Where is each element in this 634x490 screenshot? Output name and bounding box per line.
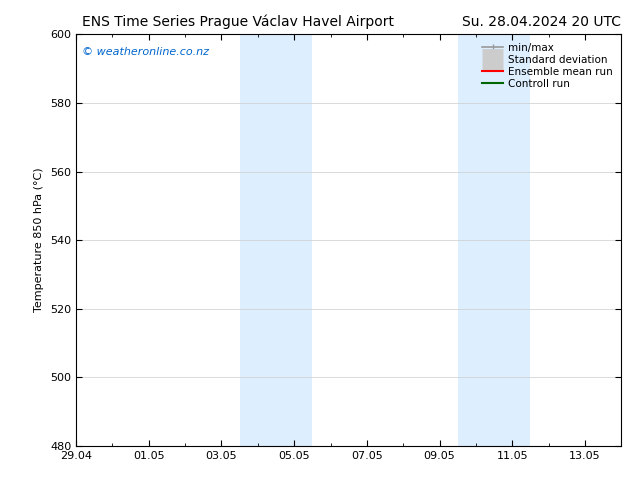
Text: ENS Time Series Prague Václav Havel Airport: ENS Time Series Prague Václav Havel Airp… xyxy=(82,15,394,29)
Y-axis label: Temperature 850 hPa (°C): Temperature 850 hPa (°C) xyxy=(34,168,44,313)
Bar xyxy=(458,34,531,446)
Bar xyxy=(240,34,313,446)
Text: © weatheronline.co.nz: © weatheronline.co.nz xyxy=(82,47,209,57)
Legend: min/max, Standard deviation, Ensemble mean run, Controll run: min/max, Standard deviation, Ensemble me… xyxy=(479,40,616,92)
Text: Su. 28.04.2024 20 UTC: Su. 28.04.2024 20 UTC xyxy=(462,15,621,29)
